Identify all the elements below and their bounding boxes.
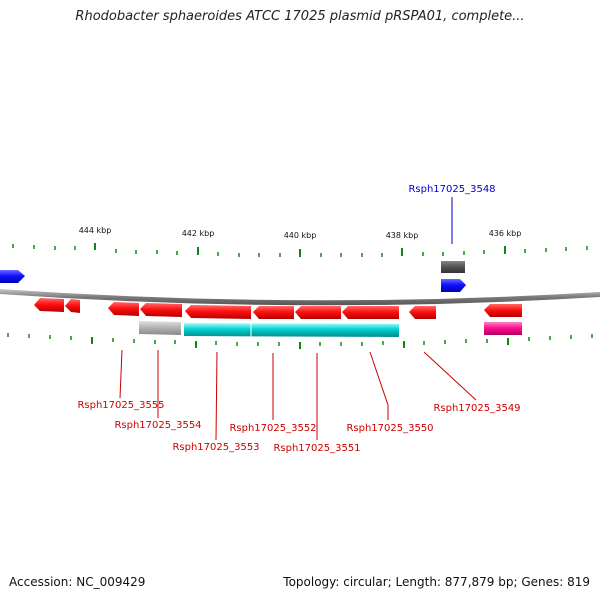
gene-label-rsph17025-3548[interactable]: Rsph17025_3548 <box>408 184 495 195</box>
outer-tick-ring <box>12 243 588 257</box>
gene-rsph17025-3549[interactable] <box>484 304 522 317</box>
gene-label-rsph17025-3549[interactable]: Rsph17025_3549 <box>433 403 520 414</box>
cds-feature-cyan[interactable] <box>184 323 399 337</box>
gene-label-rsph17025-3554[interactable]: Rsph17025_3554 <box>114 420 201 431</box>
gene-rsph17025-3555[interactable] <box>108 302 139 316</box>
accession-text: Accession: NC_009429 <box>9 575 146 589</box>
gene-label-rsph17025-3550[interactable]: Rsph17025_3550 <box>346 423 433 434</box>
label-leader-lines <box>119 197 477 441</box>
gene-rsph17025-3554[interactable] <box>140 303 182 317</box>
inner-tick-ring <box>7 333 593 349</box>
gene-rsph17025-3548[interactable] <box>441 279 466 292</box>
gene-label-rsph17025-3552[interactable]: Rsph17025_3552 <box>229 423 316 434</box>
cds-feature-gray[interactable] <box>139 321 181 335</box>
tick-label-442: 442 kbp <box>182 229 215 238</box>
gene-reverse-2[interactable] <box>65 299 80 313</box>
gene-label-rsph17025-3551[interactable]: Rsph17025_3551 <box>273 443 360 454</box>
topology-text: Topology: circular; Length: 877,879 bp; … <box>283 575 590 589</box>
gene-reverse-3[interactable] <box>409 306 436 319</box>
gene-forward-left-edge[interactable] <box>0 270 25 283</box>
gene-rsph17025-3552[interactable] <box>253 306 294 319</box>
gene-rsph17025-3551[interactable] <box>295 306 341 319</box>
gene-reverse-1[interactable] <box>34 298 64 312</box>
cds-feature-pink[interactable] <box>484 322 522 335</box>
gene-label-rsph17025-3555[interactable]: Rsph17025_3555 <box>77 400 164 411</box>
tick-label-438: 438 kbp <box>386 231 419 240</box>
gene-feature-dark-gray[interactable] <box>441 261 465 273</box>
tick-label-440: 440 kbp <box>284 231 317 240</box>
gene-rsph17025-3553[interactable] <box>185 305 251 319</box>
map-title: Rhodobacter sphaeroides ATCC 17025 plasm… <box>75 9 525 24</box>
genome-backbone <box>0 289 600 306</box>
tick-label-436: 436 kbp <box>489 229 522 238</box>
tick-label-444: 444 kbp <box>79 226 112 235</box>
gene-rsph17025-3550[interactable] <box>342 306 399 319</box>
gene-label-rsph17025-3553[interactable]: Rsph17025_3553 <box>172 442 259 453</box>
